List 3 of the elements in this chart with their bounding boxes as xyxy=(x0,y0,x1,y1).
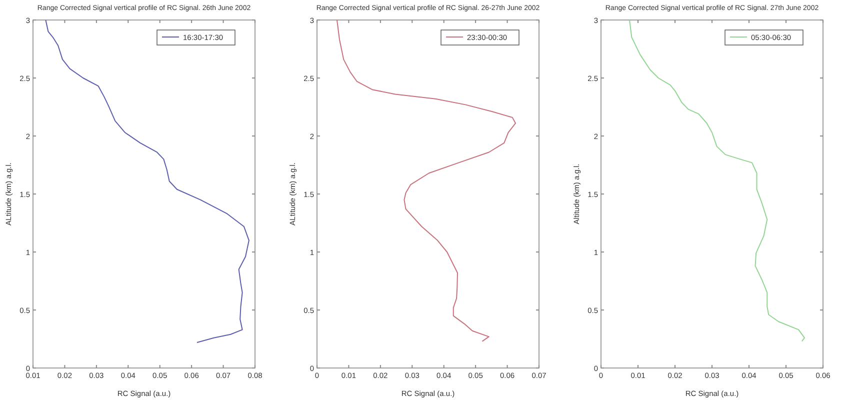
line-series xyxy=(628,20,805,342)
line-series xyxy=(336,20,516,342)
line-series xyxy=(45,20,250,343)
